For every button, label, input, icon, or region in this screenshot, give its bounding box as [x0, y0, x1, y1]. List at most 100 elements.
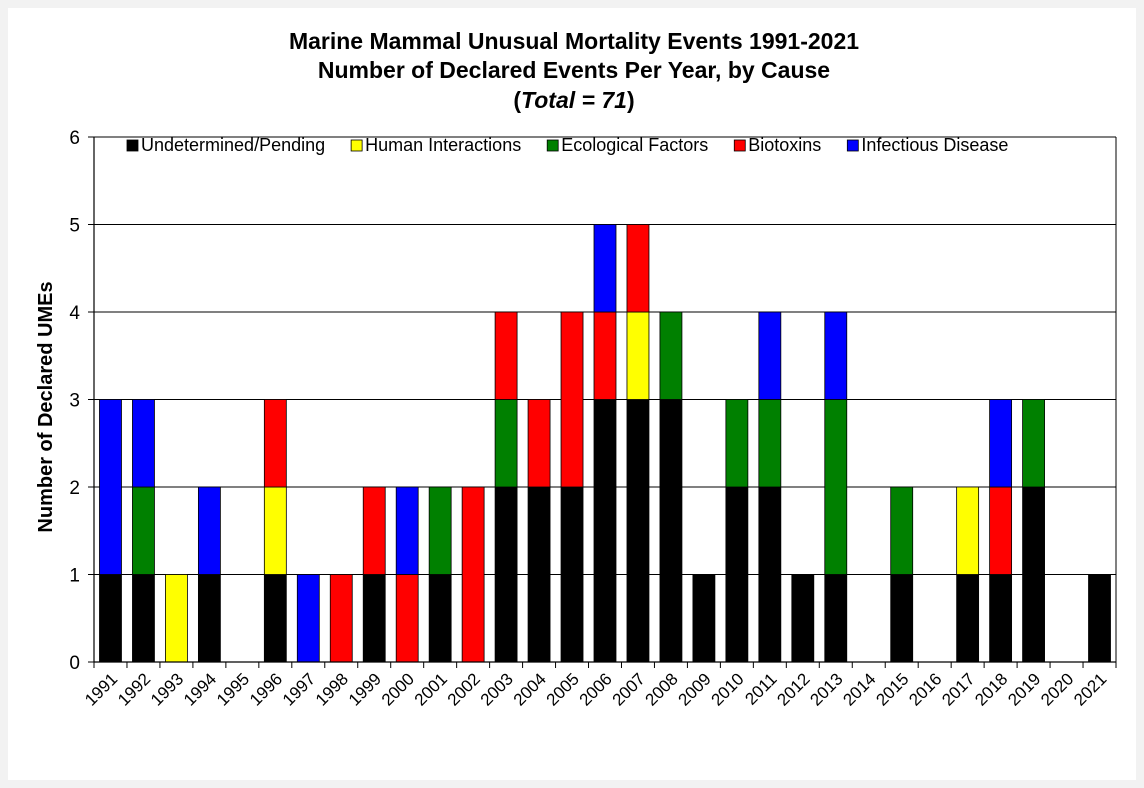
x-tick-label-2008: 2008: [642, 669, 682, 709]
bar-2013-series-4: [824, 311, 848, 400]
x-tick-label-1993: 1993: [147, 669, 187, 709]
bar-2011-series-2: [758, 399, 782, 488]
y-tick-label-6: 6: [69, 128, 80, 149]
bar-2017-series-0: [956, 574, 980, 663]
x-tick-label-1995: 1995: [213, 669, 253, 709]
bar-2018-series-0: [989, 574, 1013, 663]
bar-2013-series-2: [824, 399, 848, 575]
legend-swatch-3: [733, 139, 746, 152]
bar-2004-series-3: [527, 399, 551, 488]
bar-2000-series-3: [395, 574, 419, 663]
bar-2019-series-2: [1022, 399, 1045, 488]
bar-2007-series-1: [626, 311, 650, 400]
bar-2013-series-0: [824, 574, 848, 663]
bar-1991-series-0: [99, 574, 122, 663]
chart-frame: Marine Mammal Unusual Mortality Events 1…: [8, 8, 1136, 780]
bar-2015-series-2: [890, 486, 914, 575]
chart: Marine Mammal Unusual Mortality Events 1…: [35, 28, 1117, 710]
x-tick-label-2007: 2007: [609, 669, 649, 709]
x-tick-label-2017: 2017: [938, 669, 978, 709]
x-tick-label-1997: 1997: [279, 669, 319, 709]
y-tick-label-0: 0: [69, 653, 80, 674]
y-tick-label-5: 5: [69, 216, 80, 237]
bar-2009-series-0: [692, 574, 716, 663]
legend-label-2: Ecological Factors: [561, 135, 708, 155]
x-tick-label-2016: 2016: [905, 669, 945, 709]
bar-2007-series-0: [626, 399, 650, 663]
bar-1991-series-4: [99, 399, 122, 575]
chart-title-line-2: Number of Declared Events Per Year, by C…: [318, 57, 830, 83]
x-tick-label-1994: 1994: [180, 669, 220, 709]
bar-2003-series-0: [494, 486, 518, 663]
x-tick-label-1998: 1998: [312, 669, 352, 709]
x-tick-label-2015: 2015: [872, 669, 912, 709]
y-tick-label-4: 4: [69, 303, 80, 324]
bar-2008-series-2: [659, 311, 683, 400]
bars: [99, 224, 1111, 663]
bar-2017-series-1: [956, 486, 980, 575]
x-tick-label-1999: 1999: [345, 669, 385, 709]
x-tick-label-2020: 2020: [1037, 669, 1077, 709]
x-tick-label-2010: 2010: [708, 669, 748, 709]
x-tick-label-2013: 2013: [806, 669, 846, 709]
x-tick-label-2001: 2001: [411, 669, 451, 709]
bar-2018-series-3: [989, 486, 1013, 575]
legend-label-1: Human Interactions: [365, 135, 521, 155]
chart-title-open-paren: (: [513, 87, 521, 113]
bar-2019-series-0: [1022, 486, 1045, 663]
bar-2011-series-4: [758, 311, 782, 400]
chart-title-total: Total = 71: [521, 87, 627, 113]
legend-swatch-4: [846, 139, 859, 152]
bar-2004-series-0: [527, 486, 551, 663]
x-tick-label-2011: 2011: [741, 669, 780, 708]
bar-2018-series-4: [989, 399, 1013, 488]
x-tick-label-2000: 2000: [378, 669, 418, 709]
y-tick-label-1: 1: [69, 566, 80, 587]
bar-2000-series-4: [395, 486, 419, 575]
bar-1996-series-0: [263, 574, 287, 663]
x-tick-label-2014: 2014: [839, 669, 879, 709]
bar-2005-series-0: [560, 486, 584, 663]
bar-2001-series-0: [428, 574, 452, 663]
bar-2005-series-3: [560, 311, 584, 488]
bar-2002-series-3: [461, 486, 485, 663]
bar-1996-series-3: [263, 399, 287, 488]
bar-2006-series-0: [593, 399, 617, 663]
bar-2012-series-0: [791, 574, 815, 663]
bar-1997-series-4: [296, 574, 320, 663]
chart-title-line-1: Marine Mammal Unusual Mortality Events 1…: [289, 28, 859, 54]
x-tick-label-2009: 2009: [675, 669, 715, 709]
bar-1992-series-4: [132, 399, 155, 488]
bar-2008-series-0: [659, 399, 683, 663]
bar-2007-series-3: [626, 224, 650, 313]
axes: [88, 136, 1117, 668]
x-tick-label-1992: 1992: [114, 669, 154, 709]
y-tick-label-3: 3: [69, 391, 80, 412]
bar-1999-series-3: [362, 486, 386, 575]
x-tick-labels: 1991199219931994199519961997199819992000…: [81, 669, 1110, 709]
bar-2003-series-2: [494, 399, 518, 488]
x-tick-label-2019: 2019: [1004, 669, 1044, 709]
bar-2003-series-3: [494, 311, 518, 400]
legend-label-4: Infectious Disease: [861, 135, 1008, 155]
bar-2011-series-0: [758, 486, 782, 663]
x-tick-label-2004: 2004: [510, 669, 550, 709]
y-tick-labels: 0 1 2 3 4 5 6: [69, 128, 80, 674]
bar-2010-series-2: [725, 399, 749, 488]
bar-1998-series-3: [329, 574, 353, 663]
y-axis-label: Number of Declared UMEs: [35, 281, 57, 532]
y-tick-label-2: 2: [69, 478, 80, 499]
x-tick-label-2002: 2002: [444, 669, 484, 709]
legend-swatch-0: [126, 139, 139, 152]
x-tick-label-2005: 2005: [543, 669, 583, 709]
x-tick-label-2018: 2018: [971, 669, 1011, 709]
x-tick-label-2006: 2006: [576, 669, 616, 709]
bar-2015-series-0: [890, 574, 914, 663]
legend: Undetermined/Pending Human Interactions Ec…: [126, 135, 1008, 155]
bar-2021-series-0: [1088, 574, 1111, 663]
bar-2006-series-4: [593, 224, 617, 313]
chart-title-line-3: (Total = 71): [513, 87, 634, 113]
bar-2006-series-3: [593, 311, 617, 400]
x-tick-label-1996: 1996: [246, 669, 286, 709]
legend-label-0: Undetermined/Pending: [141, 135, 325, 155]
